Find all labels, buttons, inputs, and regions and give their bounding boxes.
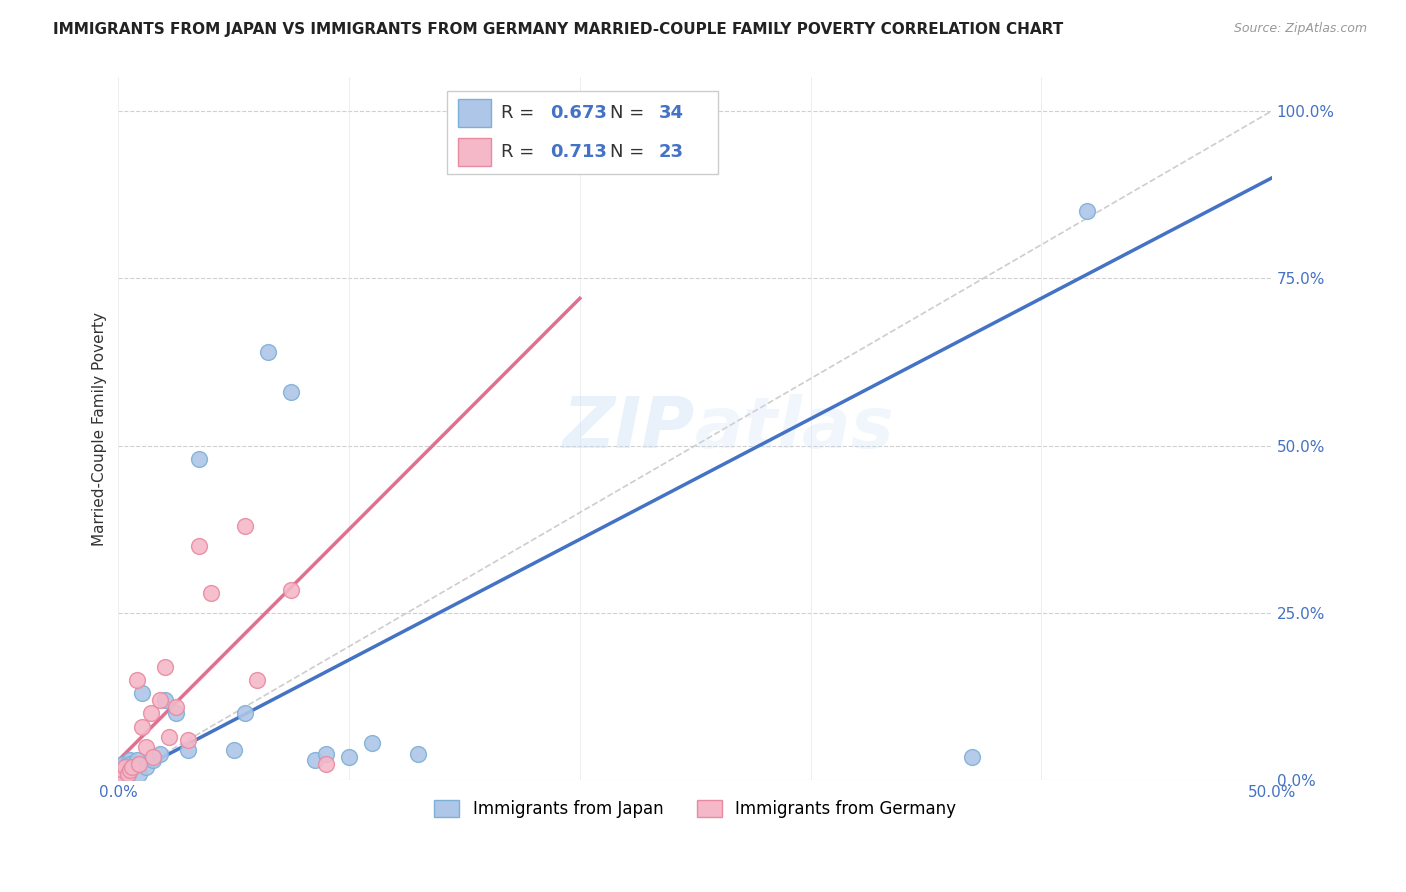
Point xyxy=(139,706,162,721)
Point xyxy=(246,673,269,687)
Point xyxy=(408,747,430,761)
Point xyxy=(110,770,132,784)
Point xyxy=(124,756,146,771)
Point xyxy=(315,756,337,771)
Y-axis label: Married-Couple Family Poverty: Married-Couple Family Poverty xyxy=(93,312,107,546)
Point xyxy=(118,753,141,767)
Point xyxy=(117,766,139,780)
Point xyxy=(149,693,172,707)
Point xyxy=(117,760,139,774)
Point xyxy=(361,737,384,751)
Point xyxy=(131,686,153,700)
Point xyxy=(960,750,983,764)
Point xyxy=(257,344,280,359)
Point xyxy=(142,750,165,764)
Point xyxy=(112,760,135,774)
Point xyxy=(112,764,135,778)
Point xyxy=(233,706,256,721)
Legend: Immigrants from Japan, Immigrants from Germany: Immigrants from Japan, Immigrants from G… xyxy=(427,793,963,825)
Point xyxy=(165,706,187,721)
Point xyxy=(114,770,136,784)
Point xyxy=(149,747,172,761)
Point xyxy=(165,699,187,714)
Point xyxy=(135,760,157,774)
Point xyxy=(121,760,143,774)
Point xyxy=(222,743,245,757)
Point xyxy=(337,750,360,764)
Point xyxy=(176,743,198,757)
Point xyxy=(117,766,139,780)
Point xyxy=(118,764,141,778)
Point xyxy=(153,693,176,707)
Point xyxy=(114,764,136,778)
Point xyxy=(128,766,150,780)
Point xyxy=(131,720,153,734)
Text: atlas: atlas xyxy=(695,394,896,463)
Point xyxy=(110,766,132,780)
Point xyxy=(125,753,148,767)
Point xyxy=(128,756,150,771)
Point xyxy=(153,659,176,673)
Text: IMMIGRANTS FROM JAPAN VS IMMIGRANTS FROM GERMANY MARRIED-COUPLE FAMILY POVERTY C: IMMIGRANTS FROM JAPAN VS IMMIGRANTS FROM… xyxy=(53,22,1064,37)
Text: ZIP: ZIP xyxy=(562,394,695,463)
Point xyxy=(118,756,141,771)
Point xyxy=(112,764,135,778)
Point xyxy=(315,747,337,761)
Point xyxy=(304,753,326,767)
Point xyxy=(135,739,157,754)
Point xyxy=(157,730,180,744)
Point xyxy=(125,673,148,687)
Point xyxy=(112,756,135,771)
Point xyxy=(114,760,136,774)
Point xyxy=(110,766,132,780)
Point xyxy=(200,586,222,600)
Text: Source: ZipAtlas.com: Source: ZipAtlas.com xyxy=(1233,22,1367,36)
Point xyxy=(188,539,211,553)
Point xyxy=(233,519,256,533)
Point xyxy=(280,582,302,597)
Point xyxy=(280,385,302,400)
Point xyxy=(176,733,198,747)
Point xyxy=(121,760,143,774)
Point xyxy=(1076,204,1098,219)
Point xyxy=(188,452,211,467)
Point xyxy=(142,753,165,767)
